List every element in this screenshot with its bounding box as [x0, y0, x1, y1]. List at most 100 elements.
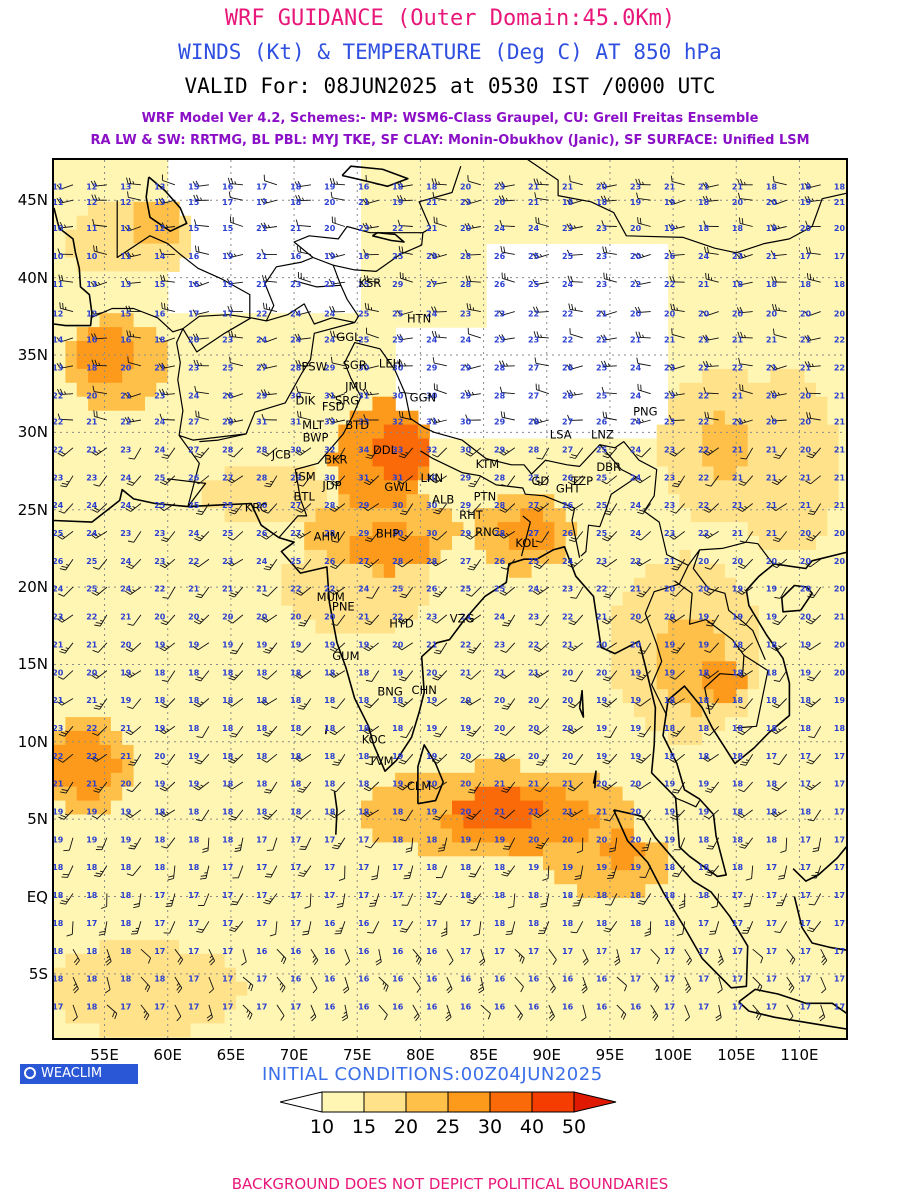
wind-barb: [430, 417, 447, 424]
temperature-value: 24: [290, 309, 302, 318]
wind-barb: [500, 558, 516, 570]
wind-barb: [431, 178, 447, 186]
wind-barb: [194, 245, 210, 255]
station-label: MLT: [302, 418, 325, 432]
wind-barb: [806, 670, 822, 682]
wind-barb: [405, 837, 414, 853]
temperature-value: 17: [222, 891, 233, 900]
wind-barb: [467, 642, 482, 654]
temperature-value: 20: [528, 835, 540, 844]
wind-barb: [498, 181, 515, 188]
wind-barb: [91, 194, 107, 201]
temperature-value: 17: [460, 919, 471, 928]
wind-barb: [158, 197, 176, 204]
temperature-value: 17: [54, 1003, 63, 1012]
wind-barb: [770, 809, 787, 818]
temperature-value: 21: [120, 391, 132, 400]
wind-barb: [412, 948, 422, 965]
wind-barb: [532, 252, 549, 259]
temperature-value: 17: [358, 863, 369, 872]
temperature-value: 20: [766, 557, 778, 566]
temperature-value: 24: [630, 363, 642, 372]
wind-barb: [362, 389, 379, 396]
wind-barb: [232, 865, 244, 879]
wind-barb: [364, 614, 380, 626]
temperature-value: 18: [664, 724, 676, 733]
wind-barb: [56, 221, 74, 229]
wind-barb: [807, 809, 822, 822]
temperature-value: 18: [120, 919, 132, 928]
wind-barb: [295, 809, 312, 819]
wind-barb: [262, 503, 278, 514]
temperature-value: 29: [460, 363, 472, 372]
temperature-value: 18: [800, 808, 812, 817]
wind-barb: [501, 475, 516, 487]
wind-barb: [514, 1004, 523, 1021]
temperature-value: 19: [324, 182, 336, 191]
temperature-value: 23: [664, 363, 675, 372]
wind-barb: [736, 586, 753, 595]
wind-barb: [125, 642, 142, 653]
wind-barb: [534, 558, 550, 570]
wind-barb: [637, 383, 651, 395]
wind-barb: [636, 192, 651, 201]
temperature-value: 24: [528, 585, 540, 594]
temperature-value: 27: [528, 529, 539, 538]
temperature-value: 19: [222, 640, 234, 649]
chart-subtitle: WINDS (Kt) & TEMPERATURE (Deg C) AT 850 …: [178, 40, 722, 64]
temperature-value: 16: [562, 1003, 574, 1012]
wind-barb: [365, 670, 380, 682]
wind-barb: [499, 360, 515, 367]
temperature-value: 19: [766, 613, 778, 622]
wind-barb: [197, 893, 210, 906]
wind-barb: [498, 310, 515, 316]
station-label: PNE: [332, 599, 355, 613]
temperature-value: 20: [494, 696, 506, 705]
wind-barb: [262, 809, 278, 820]
coastline: [54, 488, 846, 878]
wind-barb: [639, 865, 652, 878]
temperature-value: 16: [596, 975, 608, 984]
temperature-value: 21: [834, 418, 846, 427]
wind-barb: [56, 184, 74, 190]
wind-barb: [738, 558, 754, 570]
temperature-value: 30: [290, 391, 302, 400]
temperature-value: 20: [800, 585, 812, 594]
wind-barb: [432, 192, 447, 201]
temperature-value: 20: [562, 835, 574, 844]
temperature-value: 20: [596, 780, 608, 789]
temperature-value: 23: [426, 613, 437, 622]
temperature-value: 17: [834, 863, 845, 872]
temperature-value: 30: [426, 391, 438, 400]
wind-barb: [706, 614, 720, 627]
wind-barb: [702, 181, 719, 189]
wind-barb: [159, 558, 176, 569]
temperature-value: 23: [664, 529, 675, 538]
wind-barb: [396, 195, 413, 202]
wind-barb: [634, 781, 651, 790]
colorbar-tick-label: 40: [519, 1116, 545, 1138]
temperature-value: 18: [494, 891, 506, 900]
latitude-tick-label: 25N: [17, 500, 48, 519]
wind-barb: [266, 837, 278, 851]
wind-barb: [536, 753, 550, 766]
wind-barb: [161, 837, 176, 849]
temperature-value: 16: [358, 975, 370, 984]
temperature-value: 19: [426, 808, 438, 817]
wind-barb: [466, 809, 482, 820]
wind-barb: [93, 698, 108, 710]
coastline: [145, 176, 188, 232]
temperature-value: 17: [766, 919, 777, 928]
temperature-value: 18: [766, 224, 778, 233]
temperature-value: 21: [290, 224, 302, 233]
wind-barb: [740, 447, 754, 460]
wind-barb: [126, 177, 141, 186]
temperature-value: 21: [630, 336, 642, 345]
temperature-value: 22: [528, 640, 539, 649]
wind-barb: [91, 753, 108, 762]
temperature-value: 21: [732, 501, 744, 510]
wind-barb: [229, 921, 244, 932]
temperature-value: 16: [324, 947, 336, 956]
longitude-tick-label: 95E: [595, 1046, 625, 1064]
temperature-value: 20: [630, 835, 642, 844]
